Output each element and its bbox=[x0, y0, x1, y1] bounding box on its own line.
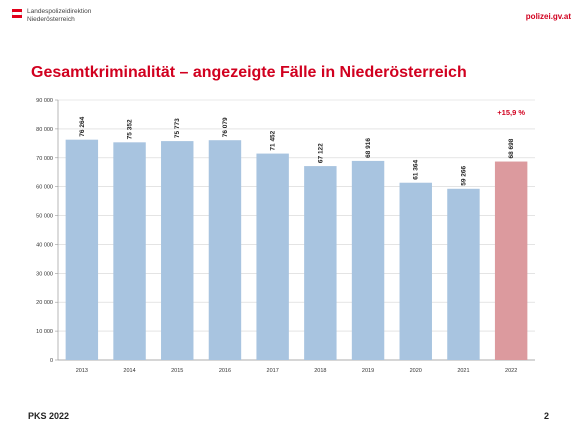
bar-2022 bbox=[494, 161, 528, 360]
value-label-2020: 61 364 bbox=[413, 159, 420, 179]
value-label-2021: 59 266 bbox=[460, 166, 467, 186]
site-link[interactable]: polizei.gv.at bbox=[525, 12, 571, 21]
org-name-line1: Landespolizeidirektion bbox=[27, 8, 92, 15]
value-label-2017: 71 452 bbox=[270, 130, 277, 150]
value-label-2022: 68 698 bbox=[508, 138, 515, 158]
y-tick-label: 10 000 bbox=[36, 329, 53, 335]
x-tick-label-2013: 2013 bbox=[76, 368, 88, 374]
x-tick-label-2015: 2015 bbox=[171, 368, 183, 374]
bar-2013 bbox=[65, 139, 99, 360]
y-tick-label: 60 000 bbox=[36, 185, 53, 191]
slide-title: Gesamtkriminalität – angezeigte Fälle in… bbox=[31, 64, 467, 81]
x-tick-label-2021: 2021 bbox=[457, 368, 469, 374]
bar-2021 bbox=[447, 188, 480, 360]
y-tick-label: 20 000 bbox=[36, 300, 53, 306]
bar-2020 bbox=[399, 182, 432, 360]
bar-2019 bbox=[351, 160, 385, 360]
value-label-2019: 68 916 bbox=[365, 138, 372, 158]
bar-2016 bbox=[208, 140, 242, 360]
y-tick-label: 90 000 bbox=[36, 98, 53, 104]
austria-flag-icon bbox=[12, 9, 22, 18]
bar-chart: 0 10 000 20 000 30 000 40 000 50 000 60 000 70 … bbox=[36, 98, 535, 374]
x-tick-label-2020: 2020 bbox=[410, 368, 422, 374]
org-name: Landespolizeidirektion Niederösterreich bbox=[27, 8, 91, 24]
bar-2018 bbox=[304, 166, 337, 360]
org-name-line2: Niederösterreich bbox=[27, 16, 75, 23]
x-tick-label-2018: 2018 bbox=[314, 368, 326, 374]
y-tick-label: 0 bbox=[50, 358, 53, 364]
y-tick-label: 70 000 bbox=[36, 156, 53, 162]
bar-2017 bbox=[256, 153, 289, 360]
footer-label: PKS 2022 bbox=[28, 411, 70, 421]
org-logo: Landespolizeidirektion Niederösterreich bbox=[12, 8, 91, 24]
bar-2014 bbox=[113, 142, 146, 360]
x-tick-label-2022: 2022 bbox=[505, 368, 517, 374]
value-label-2014: 75 352 bbox=[127, 119, 134, 139]
x-tick-label-2016: 2016 bbox=[219, 368, 231, 374]
value-label-2018: 67 122 bbox=[317, 143, 324, 163]
value-label-2016: 76 079 bbox=[222, 117, 229, 137]
x-tick-label-2014: 2014 bbox=[123, 368, 135, 374]
y-tick-label: 30 000 bbox=[36, 271, 53, 277]
value-label-2013: 76 264 bbox=[79, 116, 86, 136]
y-tick-label: 80 000 bbox=[36, 127, 53, 133]
value-label-2015: 75 773 bbox=[174, 118, 181, 138]
y-tick-label: 50 000 bbox=[36, 214, 53, 220]
page-number: 2 bbox=[543, 411, 549, 421]
y-tick-label: 40 000 bbox=[36, 242, 53, 248]
x-tick-label-2019: 2019 bbox=[362, 368, 374, 374]
change-annotation: +15,9 % bbox=[497, 108, 525, 117]
bar-2015 bbox=[161, 141, 194, 360]
x-tick-label-2017: 2017 bbox=[267, 368, 279, 374]
